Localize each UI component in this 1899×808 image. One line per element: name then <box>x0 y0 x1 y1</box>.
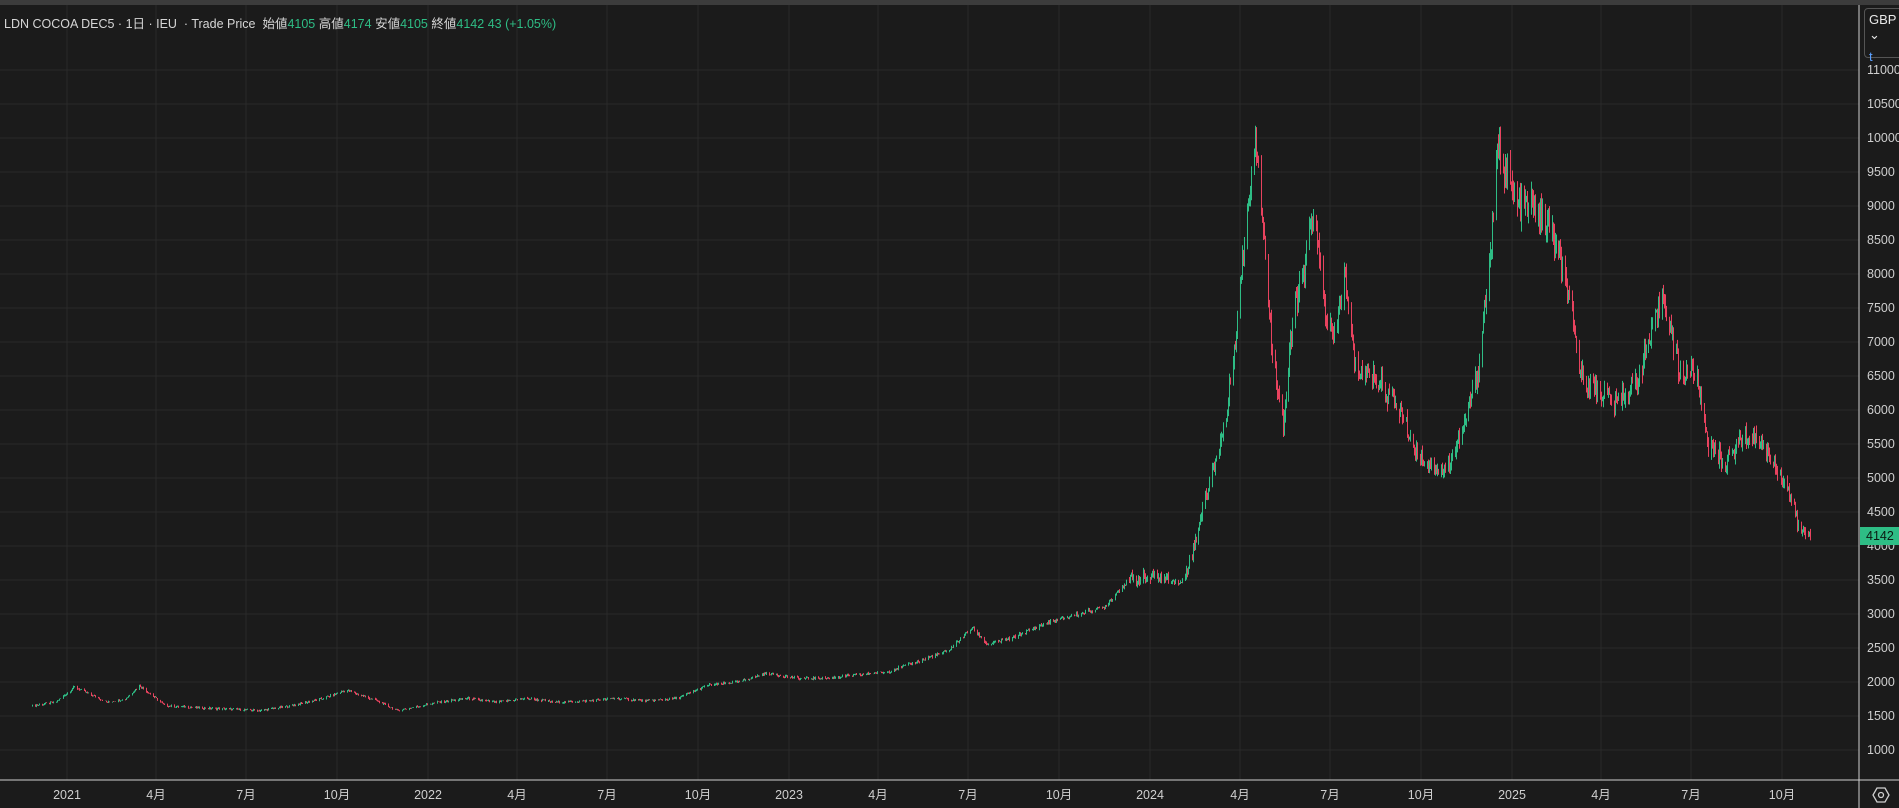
price-axis: 11000 10500 10000 9500 9000 8500 8000 7500 7000 6… <box>1867 63 1899 757</box>
price-tick-label: 10000 <box>1867 131 1899 145</box>
low-label: 安値 <box>375 17 401 31</box>
top-strip <box>0 0 1899 5</box>
change-value: 43 (+1.05%) <box>487 17 557 31</box>
time-tick-label: 2022 <box>414 788 442 802</box>
time-tick-label: 10月 <box>1046 788 1072 802</box>
currency-dropdown[interactable]: GBP ⌄ <box>1869 12 1897 42</box>
unit-dropdown[interactable]: t <box>1865 46 1899 67</box>
high-value: 4174 <box>343 17 372 31</box>
price-tick-label: 11000 <box>1867 63 1899 77</box>
time-tick-label: 2024 <box>1136 788 1164 802</box>
time-tick-label: 2021 <box>53 788 81 802</box>
low-value: 4105 <box>400 17 428 31</box>
open-label: 始値 <box>262 17 288 31</box>
chart-legend: LDN COCOA DEC5 · 1日 · IEU · Trade Price … <box>4 17 557 31</box>
close-value: 4142 <box>456 17 485 31</box>
time-tick-label: 4月 <box>507 788 526 802</box>
time-tick-label: 10月 <box>1769 788 1795 802</box>
time-tick-label: 2025 <box>1498 788 1526 802</box>
last-price-label: 4142 <box>1860 527 1899 545</box>
last-price-value: 4142 <box>1866 529 1894 543</box>
time-tick-label: 7月 <box>597 788 616 802</box>
time-tick-label: 4月 <box>868 788 887 802</box>
time-axis: 2021 4月 7月 10月 2022 4月 7月 10月 2023 4月 7月 10月 2024 4月 7… <box>53 788 1795 802</box>
time-tick-label: 7月 <box>236 788 255 802</box>
unit-value: t <box>1869 49 1873 64</box>
price-tick-label: 6500 <box>1867 369 1895 383</box>
currency-unit-selector[interactable]: GBP ⌄ t <box>1864 8 1899 64</box>
time-tick-label: 7月 <box>1681 788 1700 802</box>
price-tick-label: 8500 <box>1867 233 1895 247</box>
price-tick-label: 3500 <box>1867 573 1895 587</box>
time-tick-label: 10月 <box>685 788 711 802</box>
time-tick-label: 10月 <box>1408 788 1434 802</box>
price-tick-label: 10500 <box>1867 97 1899 111</box>
time-tick-label: 2023 <box>775 788 803 802</box>
price-tick-label: 6000 <box>1867 403 1895 417</box>
price-tick-label: 2000 <box>1867 675 1895 689</box>
currency-value: GBP <box>1869 12 1897 27</box>
price-tick-label: 7500 <box>1867 301 1895 315</box>
price-tick-label: 1500 <box>1867 709 1895 723</box>
close-label: 終値 <box>431 17 457 31</box>
price-tick-label: 9000 <box>1867 199 1895 213</box>
time-tick-label: 4月 <box>1230 788 1249 802</box>
time-tick-label: 7月 <box>1320 788 1339 802</box>
price-type: Trade Price <box>191 17 256 31</box>
time-tick-label: 4月 <box>1591 788 1610 802</box>
price-tick-label: 5000 <box>1867 471 1895 485</box>
exchange: IEU <box>156 17 177 31</box>
time-tick-label: 7月 <box>958 788 977 802</box>
time-tick-label: 4月 <box>146 788 165 802</box>
price-tick-label: 7000 <box>1867 335 1895 349</box>
interval[interactable]: 1日 <box>125 17 146 31</box>
symbol: LDN COCOA DEC5 <box>4 17 115 31</box>
open-value: 4105 <box>287 17 316 31</box>
gear-icon[interactable] <box>1872 786 1890 804</box>
grid <box>0 5 1859 780</box>
price-tick-label: 8000 <box>1867 267 1895 281</box>
price-tick-label: 2500 <box>1867 641 1895 655</box>
price-tick-label: 3000 <box>1867 607 1895 621</box>
price-tick-label: 4500 <box>1867 505 1895 519</box>
candles <box>32 125 1811 713</box>
price-tick-label: 9500 <box>1867 165 1895 179</box>
high-label: 高値 <box>318 17 344 31</box>
price-tick-label: 1000 <box>1867 743 1895 757</box>
price-tick-label: 5500 <box>1867 437 1895 451</box>
time-tick-label: 10月 <box>324 788 350 802</box>
